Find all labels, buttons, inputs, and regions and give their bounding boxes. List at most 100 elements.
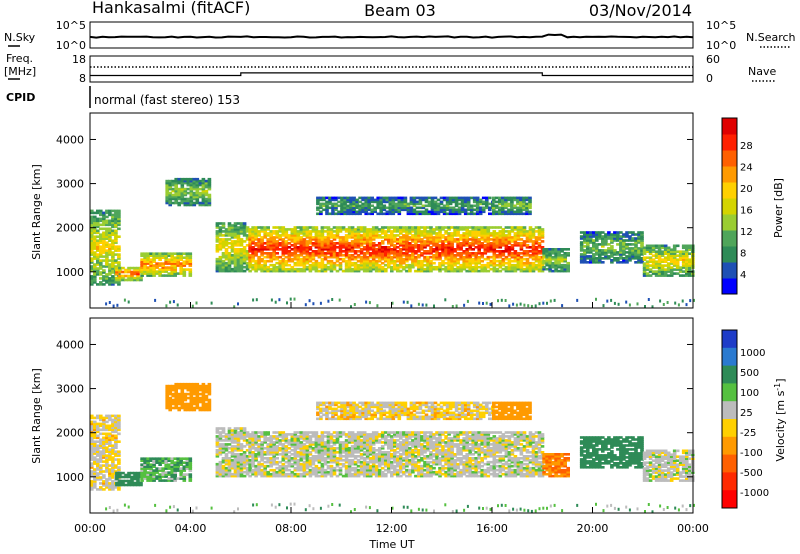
power-cell: [579, 253, 584, 256]
velocity-cell: [90, 416, 94, 420]
power-cell: [507, 259, 512, 263]
power-cell: [660, 268, 665, 271]
velocity-cell: [177, 392, 181, 396]
power-cell: [645, 262, 650, 265]
power-cell: [368, 259, 373, 263]
power-cell: [185, 268, 190, 271]
power-cell: [423, 257, 427, 261]
velocity-cell: [251, 443, 255, 446]
power-cell: [463, 208, 468, 212]
power-cell: [390, 234, 394, 237]
power-cell: [174, 201, 178, 205]
power-cell: [332, 246, 337, 249]
power-cell: [290, 236, 295, 239]
power-cell: [287, 269, 292, 273]
power-cell: [463, 212, 468, 216]
velocity-cell: [93, 472, 97, 475]
velocity-cell: [173, 465, 177, 468]
power-cell: [471, 265, 475, 269]
power-cell: [471, 230, 475, 233]
velocity-cell: [102, 454, 106, 457]
velocity-cell: [171, 406, 175, 410]
power-cell: [341, 246, 346, 249]
power-cell: [263, 263, 267, 267]
power-cell: [215, 244, 220, 247]
power-cell: [349, 206, 353, 210]
velocity-cell: [251, 457, 255, 460]
power-cell: [320, 236, 325, 239]
power-cell: [616, 259, 620, 262]
power-cell: [347, 257, 352, 261]
power-cell: [432, 254, 436, 257]
power-cell: [266, 255, 270, 259]
power-cell: [236, 232, 241, 235]
power-cell: [281, 265, 286, 269]
power-cell: [311, 261, 316, 265]
power-cell: [619, 251, 623, 254]
power-cell: [391, 206, 396, 210]
velocity-cell: [221, 429, 226, 432]
power-cell: [628, 235, 632, 238]
power-cell: [195, 181, 200, 185]
power-cell: [429, 232, 433, 235]
power-cell: [356, 244, 361, 247]
power-cell: [90, 239, 94, 242]
power-cell: [371, 226, 376, 229]
power-cell: [498, 208, 502, 212]
power-cell: [359, 238, 364, 241]
power-cell: [453, 254, 457, 257]
velocity-cell: [115, 475, 119, 479]
power-cell: [332, 254, 337, 257]
power-cell: [451, 200, 456, 204]
velocity-cell: [254, 459, 258, 462]
velocity-cell: [245, 460, 250, 464]
power-cell: [215, 234, 220, 237]
velocity-cell: [176, 465, 180, 468]
power-cell: [263, 234, 267, 237]
power-cell: [460, 200, 465, 204]
power-cell: [245, 257, 250, 261]
power-cell: [411, 261, 415, 265]
power-cell: [420, 234, 424, 237]
power-cell: [272, 255, 276, 259]
power-cell: [257, 265, 261, 269]
power-cell: [474, 255, 478, 259]
power-cell: [619, 231, 623, 234]
power-cell: [269, 255, 273, 259]
power-cell: [254, 250, 258, 253]
power-cell: [290, 269, 295, 273]
power-cell: [263, 259, 267, 263]
power-cell: [346, 196, 350, 200]
power-cell: [308, 263, 313, 267]
power-cell: [513, 263, 518, 267]
velocity-cell: [171, 392, 175, 396]
power-cell: [640, 251, 644, 254]
power-cell: [130, 274, 134, 278]
power-cell: [654, 256, 659, 259]
power-cell: [102, 217, 106, 221]
power-cell: [477, 269, 481, 273]
power-cell: [465, 242, 469, 245]
velocity-cell: [168, 392, 172, 396]
power-cell: [182, 272, 187, 275]
power-cell: [501, 234, 506, 237]
power-cell: [328, 212, 332, 216]
power-cell: [188, 252, 193, 255]
power-cell: [477, 234, 481, 237]
power-cell: [108, 231, 112, 235]
power-cell: [438, 263, 442, 267]
power-cell: [492, 257, 497, 261]
power-cell: [323, 238, 328, 241]
velocity-cell: [161, 461, 165, 464]
power-cell: [173, 256, 177, 259]
power-cell: [320, 259, 325, 263]
power-cell: [472, 200, 477, 204]
velocity-cell: [221, 449, 226, 452]
power-cell: [281, 254, 286, 257]
power-cell: [275, 255, 279, 259]
power-cell: [498, 210, 502, 214]
power-cell: [215, 269, 220, 273]
power-cell: [531, 232, 536, 235]
power-cell: [619, 243, 623, 246]
power-cell: [296, 236, 301, 239]
